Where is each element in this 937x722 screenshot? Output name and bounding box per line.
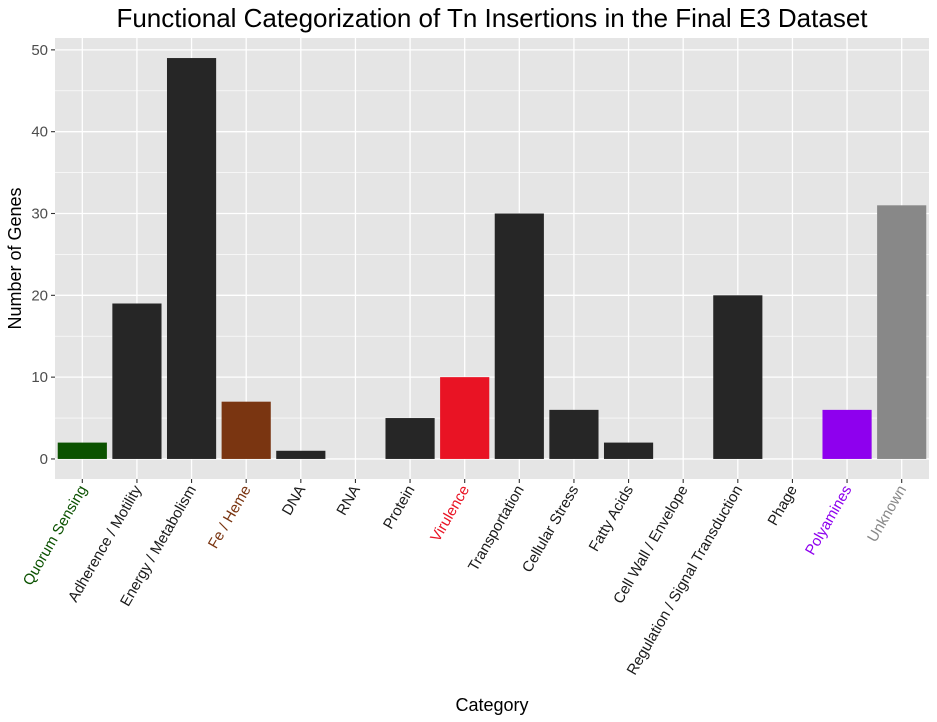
x-tick-label: Cellular Stress — [519, 483, 582, 576]
x-tick-label: DNA — [279, 483, 310, 519]
x-tick-label: Polyamines — [802, 483, 855, 559]
x-tick-label: Transportation — [465, 483, 528, 575]
x-tick-label: Protein — [380, 483, 418, 533]
bar — [112, 303, 162, 459]
x-tick-label: Fe / Heme — [205, 483, 255, 552]
y-tick-label: 50 — [31, 42, 48, 59]
y-axis: 0 10 20 30 40 50 — [31, 42, 55, 468]
y-tick-label: 30 — [31, 206, 48, 223]
bar — [494, 213, 544, 459]
x-axis-title: Category — [455, 695, 528, 715]
bar — [877, 205, 927, 459]
bar — [385, 418, 435, 459]
x-tick-label: Virulence — [427, 483, 473, 545]
y-tick-label: 40 — [31, 124, 48, 141]
y-tick-label: 10 — [31, 369, 48, 386]
x-tick-label: Regulation / Signal Transduction — [624, 483, 747, 679]
bar — [549, 409, 599, 459]
bar — [440, 377, 490, 459]
chart-title: Functional Categorization of Tn Insertio… — [116, 3, 868, 33]
x-tick-label: RNA — [333, 483, 364, 519]
bar — [221, 401, 271, 459]
bar — [822, 409, 872, 459]
x-tick-label: Fatty Acids — [586, 483, 637, 555]
bar — [57, 442, 107, 459]
x-tick-label: Phage — [764, 483, 800, 529]
y-axis-title: Number of Genes — [5, 187, 25, 329]
bar — [276, 450, 326, 459]
bar — [603, 442, 654, 459]
bars — [57, 58, 927, 459]
y-tick-label: 20 — [31, 287, 48, 304]
bar — [166, 58, 217, 459]
bar — [713, 295, 763, 459]
x-tick-label: Unknown — [864, 483, 910, 546]
y-tick-label: 0 — [40, 451, 48, 468]
